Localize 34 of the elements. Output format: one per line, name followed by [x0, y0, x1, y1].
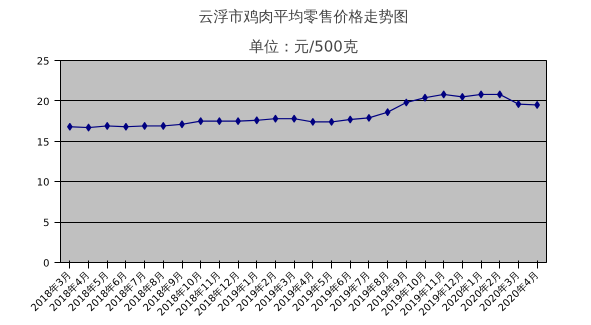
point — [496, 90, 503, 98]
point — [123, 122, 129, 131]
point — [366, 114, 372, 122]
point — [328, 118, 334, 126]
point — [104, 122, 110, 130]
y-tick-label: 15 — [36, 137, 50, 148]
point — [67, 122, 73, 131]
y-tick-label: 25 — [36, 56, 50, 68]
point — [216, 117, 222, 126]
point — [160, 122, 166, 130]
y-tick-label: 20 — [36, 96, 50, 108]
point — [179, 120, 185, 128]
point — [198, 117, 204, 126]
point — [235, 117, 241, 126]
point — [460, 92, 466, 101]
point — [422, 94, 428, 102]
chart-subtitle: 单位：元/500克 — [249, 38, 358, 56]
point — [516, 100, 522, 108]
point — [347, 115, 354, 124]
point — [478, 90, 484, 98]
point — [86, 124, 92, 132]
point — [291, 114, 297, 123]
point — [534, 100, 540, 109]
y-tick-label: 10 — [36, 178, 50, 189]
chart-title: 云浮市鸡肉平均零售价格走势图 — [198, 8, 408, 26]
point — [310, 118, 316, 126]
point — [142, 122, 148, 130]
y-tick-label: 5 — [43, 218, 50, 230]
point — [403, 98, 410, 107]
point — [272, 114, 278, 123]
point — [254, 116, 260, 124]
point — [384, 108, 390, 116]
point — [440, 90, 447, 98]
y-tick-label: 0 — [43, 258, 50, 270]
